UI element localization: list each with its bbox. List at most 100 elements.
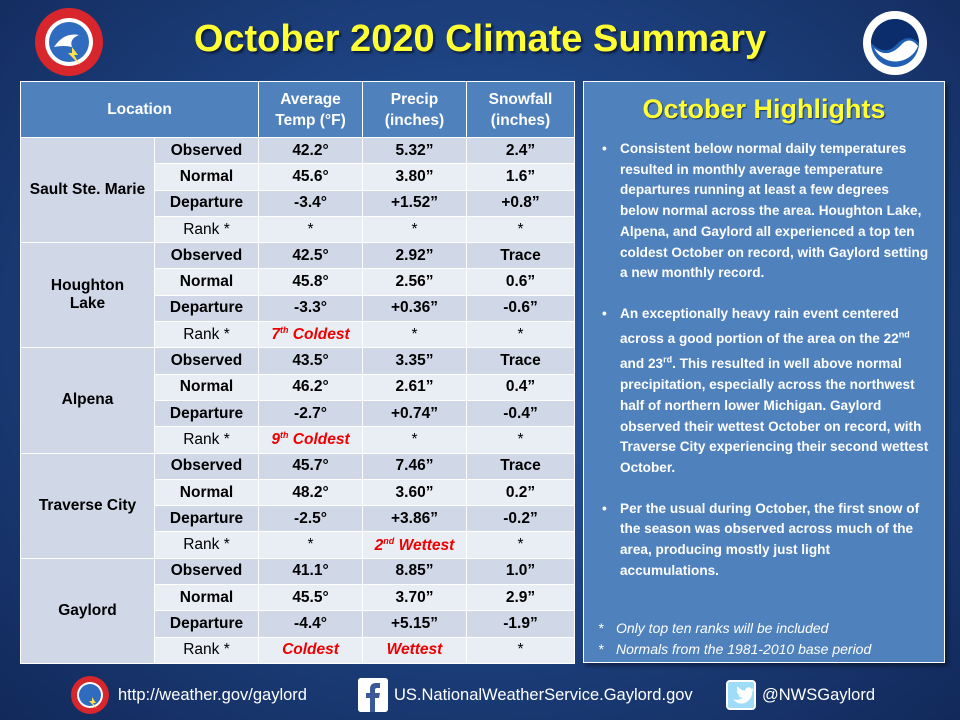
nws-small-logo-icon xyxy=(71,676,109,714)
snow-cell: 0.4” xyxy=(466,373,575,401)
table-row: Rank * * * * xyxy=(21,215,575,244)
snow-cell: 2.4” xyxy=(466,136,575,165)
snow-cell: * xyxy=(466,426,575,454)
precip-cell: * xyxy=(362,321,467,349)
highlights-title: October Highlights xyxy=(642,94,886,124)
temp-cell: * xyxy=(258,531,363,559)
precip-cell: Wettest xyxy=(362,636,467,664)
row-label: Rank * xyxy=(154,636,259,664)
temp-cell: 45.8° xyxy=(258,268,363,296)
row-label: Departure xyxy=(154,189,259,217)
precip-cell: 5.32” xyxy=(362,136,467,165)
row-label: Departure xyxy=(154,294,259,323)
precip-cell: 2.92” xyxy=(362,242,467,270)
row-label: Observed xyxy=(154,136,259,165)
row-label: Departure xyxy=(154,610,259,638)
temp-cell: 48.2° xyxy=(258,478,363,507)
row-label: Normal xyxy=(154,163,259,191)
temp-cell: * xyxy=(258,215,363,244)
row-label: Rank * xyxy=(154,321,259,349)
snow-cell: * xyxy=(466,321,575,349)
snow-cell: -0.4” xyxy=(466,399,575,428)
snow-cell: 2.9” xyxy=(466,584,575,612)
facebook-link[interactable]: US.NationalWeatherService.Gaylord.gov xyxy=(358,675,693,715)
temp-cell: 46.2° xyxy=(258,373,363,401)
header-location: Location xyxy=(20,81,259,138)
temp-cell: -3.3° xyxy=(258,294,363,323)
precip-cell: 3.80” xyxy=(362,163,467,191)
table-row: Alpena Observed 43.5° 3.35” Trace xyxy=(20,347,575,454)
location-cell: Sault Ste. Marie xyxy=(20,136,155,244)
precip-cell: 2nd Wettest xyxy=(362,531,467,559)
temp-cell: 42.2° xyxy=(258,136,363,165)
temp-cell: 41.1° xyxy=(258,557,363,586)
precip-cell: 3.60” xyxy=(362,478,467,507)
table-row: Rank * 7th Coldest * * xyxy=(21,321,575,349)
precip-cell: +1.52” xyxy=(362,189,467,217)
noaa-logo-icon xyxy=(863,11,927,75)
twitter-icon xyxy=(726,680,756,710)
website-link[interactable]: http://weather.gov/gaylord xyxy=(70,675,307,715)
row-label: Departure xyxy=(154,399,259,428)
precip-cell: * xyxy=(362,215,467,244)
climate-table: Location Average Temp (°F) Precip (inches)… xyxy=(20,81,575,664)
snow-cell: -0.6” xyxy=(466,294,575,323)
precip-cell: 2.56” xyxy=(362,268,467,296)
temp-cell: -2.7° xyxy=(258,399,363,428)
table-row: Departure -3.3° +0.36” -0.6” xyxy=(21,294,575,323)
table-row: Houghton Lake Observed 42.5° 2.92” Trace xyxy=(20,242,575,349)
footnote: * Normals from the 1981-2010 base period xyxy=(598,641,872,657)
snow-cell: * xyxy=(466,636,575,664)
table-row: Normal 48.2° 3.60” 0.2” xyxy=(21,478,575,507)
header-temp: Average Temp (°F) xyxy=(258,81,363,138)
row-label: Observed xyxy=(154,557,259,586)
table-row: Normal 45.6° 3.80” 1.6” xyxy=(21,163,575,191)
snow-cell: +0.8” xyxy=(466,189,575,217)
temp-cell: 45.5° xyxy=(258,584,363,612)
twitter-link[interactable]: @NWSGaylord xyxy=(726,675,875,715)
location-cell: Houghton Lake xyxy=(20,242,155,349)
row-label: Rank * xyxy=(154,531,259,559)
footer: http://weather.gov/gaylord US.NationalWe… xyxy=(0,675,960,715)
table-row: Normal 46.2° 2.61” 0.4” xyxy=(21,373,575,401)
snow-cell: -1.9” xyxy=(466,610,575,638)
snow-cell: * xyxy=(466,531,575,559)
footnotes: * Only top ten ranks will be included * No… xyxy=(598,618,871,660)
precip-cell: +3.86” xyxy=(362,505,467,533)
precip-cell: 2.61” xyxy=(362,373,467,401)
temp-cell: -3.4° xyxy=(258,189,363,217)
precip-cell: +5.15” xyxy=(362,610,467,638)
temp-cell: 42.5° xyxy=(258,242,363,270)
highlights-panel: October Highlights • Consistent below nor… xyxy=(583,81,945,663)
temp-cell: 45.6° xyxy=(258,163,363,191)
temp-cell: -4.4° xyxy=(258,610,363,638)
temp-cell: 9th Coldest xyxy=(258,426,363,454)
snow-cell: 1.0” xyxy=(466,557,575,586)
row-label: Normal xyxy=(154,478,259,507)
precip-cell: 3.70” xyxy=(362,584,467,612)
row-label: Observed xyxy=(154,347,259,375)
snow-cell: -0.2” xyxy=(466,505,575,533)
table-row: Rank * 9th Coldest * * xyxy=(21,426,575,454)
precip-cell: +0.36” xyxy=(362,294,467,323)
facebook-icon xyxy=(358,678,388,712)
snow-cell: Trace xyxy=(466,452,575,480)
location-cell: Gaylord xyxy=(20,557,155,664)
row-label: Rank * xyxy=(154,215,259,244)
snow-cell: Trace xyxy=(466,347,575,375)
row-label: Normal xyxy=(154,373,259,401)
precip-cell: * xyxy=(362,426,467,454)
highlight-item: • An exceptionally heavy rain event cente… xyxy=(602,305,929,475)
table-row: Traverse City Observed 45.7° 7.46” Trace xyxy=(20,452,575,559)
location-cell: Alpena xyxy=(20,347,155,454)
precip-cell: 7.46” xyxy=(362,452,467,480)
highlight-item: • Consistent below normal daily temperatu… xyxy=(602,141,929,281)
header-precip: Precip (inches) xyxy=(362,81,467,138)
table-row: Departure -2.7° +0.74” -0.4” xyxy=(21,399,575,428)
row-label: Normal xyxy=(154,268,259,296)
row-label: Departure xyxy=(154,505,259,533)
header-snow: Snowfall (inches) xyxy=(466,81,575,138)
table-row: Gaylord Observed 41.1° 8.85” 1.0” xyxy=(20,557,575,664)
nws-logo-icon xyxy=(35,8,103,76)
table-row: Sault Ste. Marie Observed 42.2° 5.32” 2.4” xyxy=(20,136,575,244)
